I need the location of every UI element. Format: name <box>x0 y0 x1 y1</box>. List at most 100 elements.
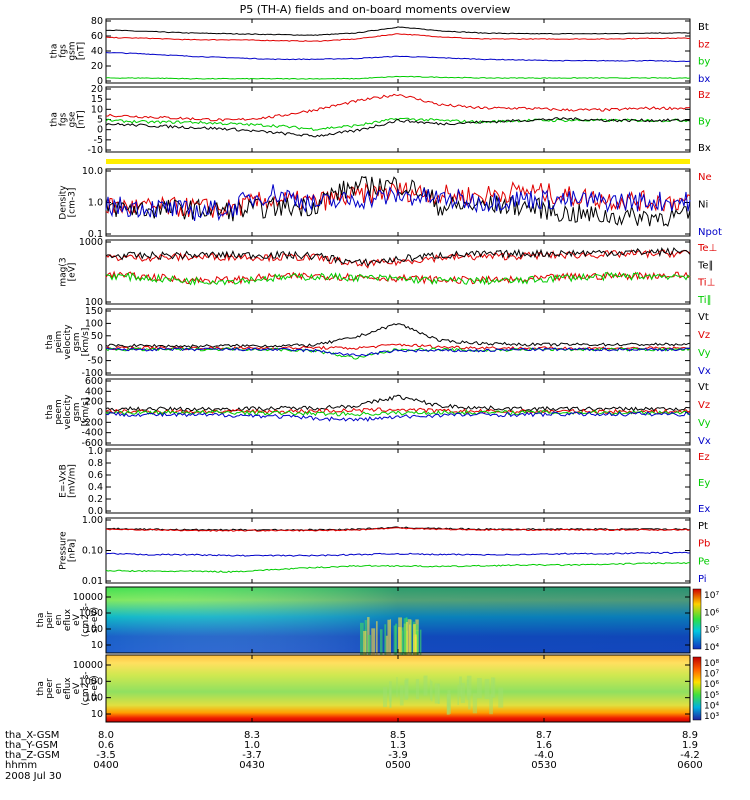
time-axis-hhmm-label: 0600 <box>677 760 702 771</box>
y-tick-label: 0.10 <box>82 546 103 557</box>
y-axis-label: eV <box>72 682 82 695</box>
time-axis-y-label: 1.0 <box>244 740 260 751</box>
time-axis-y-label: 0.6 <box>98 740 114 751</box>
legend-pi: Pi <box>698 574 707 585</box>
y-tick-label: 100 <box>85 297 103 308</box>
spectrogram-streak <box>434 683 440 704</box>
y-axis-label: gsm <box>72 332 82 351</box>
legend-ti⊥: Ti⊥ <box>697 278 715 289</box>
y-axis-label: tha <box>36 613 46 628</box>
colorbar-label: 10⁷ <box>704 670 719 680</box>
y-tick-label: 0 <box>97 343 103 354</box>
legend-bt: Bt <box>698 22 709 33</box>
y-tick-label: -400 <box>81 428 103 439</box>
y-tick-label: 15 <box>91 94 103 105</box>
y-tick-label: 0.4 <box>88 482 103 493</box>
legend-ex: Ex <box>698 504 710 515</box>
y-tick-label: 1000 <box>79 608 103 619</box>
y-axis-label: Pressure <box>59 531 69 570</box>
spectrogram-streak <box>498 687 504 708</box>
legend-ni: Ni <box>698 200 708 211</box>
y-tick-label: 1.00 <box>82 515 103 526</box>
colorbar-label: 10⁶ <box>704 608 719 618</box>
spectrogram-burst <box>405 621 409 658</box>
time-axis-z-label: -4.2 <box>680 750 700 761</box>
time-axis-hhmm-label: 0430 <box>239 760 264 771</box>
y-axis-label: peir <box>45 611 55 629</box>
y-axis-label: mag(3 <box>59 257 69 286</box>
legend-pe: Pe <box>698 556 710 567</box>
colorbar-label: 10⁵ <box>704 626 719 636</box>
y-tick-label: 1.0 <box>88 198 103 209</box>
series-line-vt <box>105 323 691 349</box>
time-axis-x-label: 8.0 <box>98 730 114 741</box>
y-tick-label: -50 <box>87 356 103 367</box>
colorbar <box>692 588 702 650</box>
y-tick-label: 100 <box>85 318 103 329</box>
y-axis-label: fgs <box>59 112 69 126</box>
panel-frame <box>105 18 691 84</box>
y-axis-label: fgs <box>59 44 69 58</box>
panel-temperature: 1000 100 mag(3 [eV] Te⊥ Te∥ Ti⊥ Ti∥ <box>59 237 718 308</box>
legend-ez: Ez <box>698 452 710 463</box>
panel-peir-spec: 10⁷ 10⁶ 10⁵ 10⁴ 10000 1000 100 10 tha peir en eflux… <box>36 586 719 673</box>
quality-bar <box>106 159 690 164</box>
time-axis-y-label: 1.3 <box>390 740 406 751</box>
y-tick-label: 100 <box>85 693 103 704</box>
y-axis-label: [eV] <box>68 263 78 282</box>
spectrogram-overlay <box>106 587 690 653</box>
spectrogram-burst <box>413 624 416 661</box>
spectrogram-burst <box>416 631 419 668</box>
series-line-vx <box>105 411 691 422</box>
colorbar-label: 10⁷ <box>704 591 719 601</box>
series-line-bz <box>105 93 691 122</box>
legend-by: By <box>698 117 711 128</box>
spectrogram-streak <box>472 693 478 714</box>
y-axis-label: eflux <box>63 608 73 631</box>
colorbar-label: 10⁴ <box>704 643 719 653</box>
y-axis-label: Density <box>59 185 69 220</box>
legend-npot: Npot <box>698 227 722 238</box>
spectrogram-burst <box>419 629 422 666</box>
spectrogram-burst <box>404 630 407 667</box>
y-tick-label: 0.8 <box>88 458 103 469</box>
y-tick-label: 80 <box>91 16 103 27</box>
spectrogram-burst <box>375 621 378 658</box>
time-axis-hhmm-label: 0530 <box>531 760 556 771</box>
colorbar-label: 10⁴ <box>704 701 719 711</box>
legend-vx: Vx <box>698 366 711 377</box>
y-tick-label: 20 <box>91 61 103 72</box>
y-axis-label: gsm <box>68 41 78 60</box>
series-line-vx <box>105 347 691 357</box>
y-axis-label: eV <box>72 613 82 626</box>
y-tick-label: 10 <box>91 104 103 115</box>
spectrogram-burst <box>398 617 402 654</box>
series-line-by <box>105 117 691 131</box>
y-axis-label: tha <box>50 112 60 127</box>
time-axis-z-label: -3.5 <box>96 750 116 761</box>
spectrogram-streak <box>429 679 432 700</box>
colorbar <box>692 656 702 721</box>
series-line-te⊥ <box>105 249 691 269</box>
y-tick-label: 50 <box>91 331 103 342</box>
time-axis-z-label: -4.0 <box>534 750 554 761</box>
spectrogram-burst <box>385 635 388 672</box>
time-axis-row-title: tha_Y-GSM <box>5 740 58 751</box>
spectrogram-streak <box>457 684 459 705</box>
y-tick-label: -10 <box>87 145 103 156</box>
legend-ne: Ne <box>698 172 712 183</box>
series-line-by <box>105 52 691 63</box>
y-tick-label: 10000 <box>73 592 103 603</box>
series-line-ne <box>105 181 691 218</box>
y-tick-label: 0 <box>97 407 103 418</box>
y-axis-label: gsm <box>72 402 82 421</box>
y-axis-label: tha <box>45 335 55 350</box>
y-axis-label: [nPa] <box>68 539 78 562</box>
spectrogram-streak <box>389 681 392 702</box>
y-tick-label: -100 <box>81 368 103 379</box>
y-axis-label: [mV/m] <box>68 464 78 498</box>
colorbar-label: 10⁶ <box>704 680 719 690</box>
